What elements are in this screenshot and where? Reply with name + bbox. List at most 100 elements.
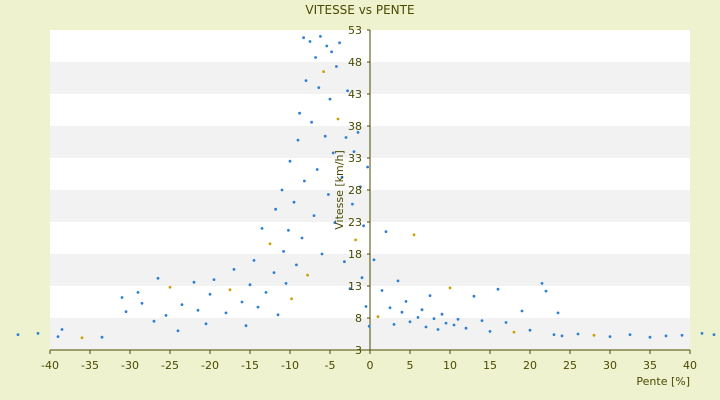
data-point [204,322,208,326]
data-point [366,165,369,169]
data-point [380,289,384,292]
data-point [192,280,196,284]
data-point [331,151,335,155]
data-point [354,238,357,242]
x-tick-label: -40 [41,359,59,372]
data-point [264,291,268,294]
data-point [317,86,321,89]
data-point [164,314,168,317]
data-point [328,97,332,101]
y-tick-label: 53 [348,24,362,37]
data-point [396,279,400,283]
data-point [520,309,524,313]
data-point [330,50,333,54]
data-point [648,335,652,339]
data-point [340,175,344,179]
x-tick-label: 5 [407,359,414,372]
data-point [284,282,288,285]
y-tick-label: 23 [348,216,362,229]
y-tick-label: 18 [348,248,362,261]
data-point [296,138,300,142]
data-point [248,283,252,287]
y-tick-label: 13 [348,280,362,293]
data-point [282,250,285,253]
data-point [480,319,484,322]
data-point [560,334,564,338]
y-tick-label: 8 [355,312,362,325]
data-point [120,296,124,299]
data-point [36,332,40,335]
data-point [196,308,200,312]
data-point [292,200,296,204]
y-tick-label: 43 [348,88,362,101]
x-tick-label: -20 [201,359,219,372]
data-point [504,321,508,324]
data-point [152,319,156,323]
data-point [512,330,516,334]
x-tick-label: -15 [241,359,259,372]
chart-title: VITESSE vs PENTE [305,3,414,17]
data-point [272,271,276,274]
data-point [362,224,365,228]
data-point [452,323,456,327]
data-point [400,310,404,314]
data-point [364,305,368,308]
data-point [344,136,348,139]
data-point [440,312,444,316]
data-point [444,321,448,325]
x-tick-label: -25 [161,359,179,372]
data-point [136,291,140,294]
data-point [156,276,160,280]
data-point [319,35,322,38]
data-point [576,332,580,336]
data-point [356,131,360,134]
data-point [464,326,468,330]
data-point [388,306,392,310]
data-point [488,330,492,333]
data-point [290,297,293,301]
data-point [327,193,330,196]
data-point [302,36,305,40]
data-point [310,120,313,124]
data-point [412,233,416,237]
y-tick-label: 33 [348,152,362,165]
data-point [338,41,341,45]
x-tick-label: -5 [325,359,336,372]
data-point [351,202,354,206]
axes [49,29,691,354]
data-point [16,333,20,336]
x-tick-label: 35 [643,359,657,372]
data-point [60,328,64,331]
data-point [287,228,290,232]
y-tick-label: 3 [355,344,362,357]
data-point [420,308,424,312]
y-tick-label: 38 [348,120,362,133]
y-axis-label: Vitesse [km/h] [333,150,346,230]
data-point [372,258,376,262]
y-tick-label: 28 [348,184,362,197]
data-point [360,276,364,280]
data-point [352,150,356,154]
data-point [300,236,304,240]
x-tick-label: 10 [443,359,457,372]
data-point [712,333,716,336]
data-point [456,317,460,321]
data-point [333,221,337,225]
data-point [472,294,476,298]
y-tick-label: 48 [348,56,362,69]
data-point [80,336,84,340]
data-point [240,300,244,304]
data-point [556,311,560,315]
data-point [416,316,420,319]
data-point [700,332,704,335]
data-point [232,268,236,271]
data-point [335,65,338,68]
data-point [496,287,500,291]
data-point [180,303,184,306]
data-point [280,188,284,192]
data-point [256,305,260,309]
data-point [664,334,668,338]
data-point [56,335,60,338]
